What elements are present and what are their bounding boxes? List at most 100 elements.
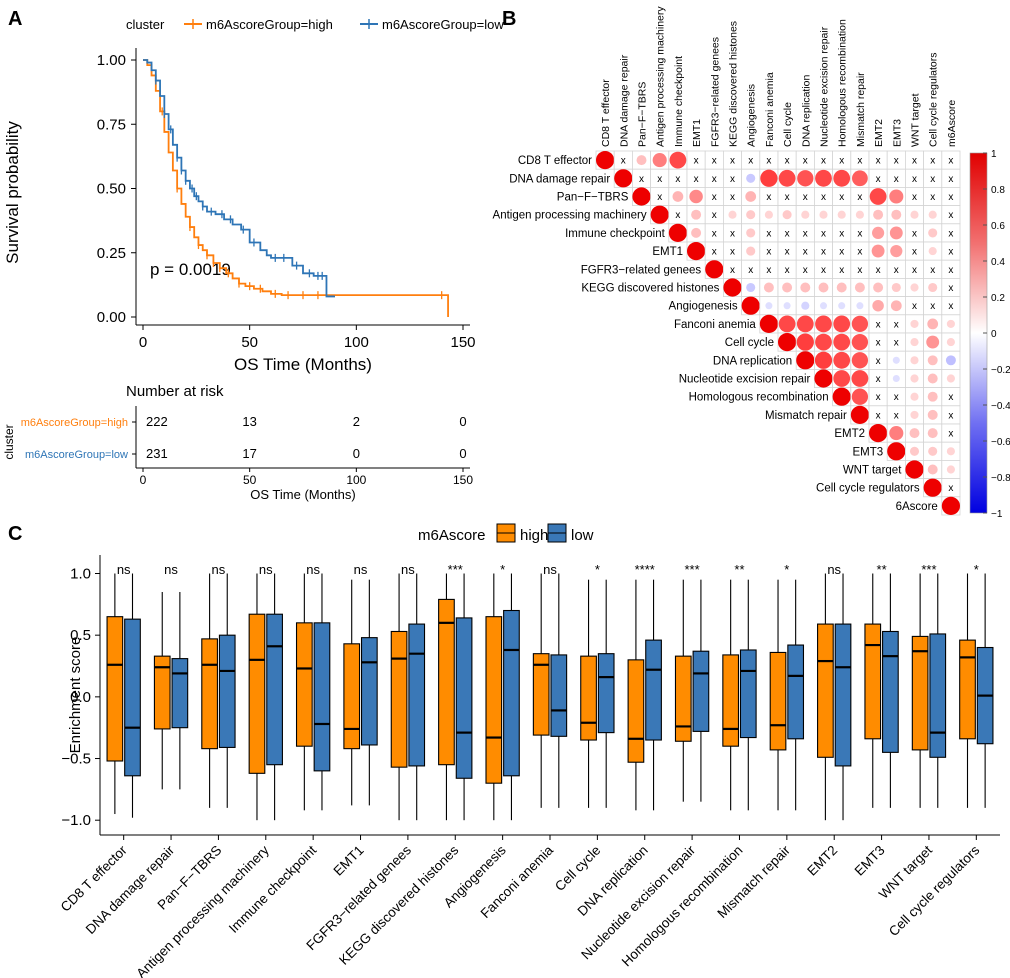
heatmap-circle <box>745 191 757 202</box>
heatmap-circle <box>927 428 938 439</box>
heatmap-circle <box>927 464 938 475</box>
box-x-tick-label: Cell cycle regulators <box>886 842 983 939</box>
box-low <box>645 639 662 741</box>
km-legend-label: m6AscoreGroup=low <box>382 17 504 32</box>
box-low <box>503 609 520 777</box>
heatmap-ns-mark: x <box>876 319 881 330</box>
box-legend-label: low <box>571 527 594 544</box>
heatmap-row-label: 6Ascore <box>896 501 938 513</box>
km-x-tick-label: 150 <box>450 334 475 351</box>
km-legend-label: m6AscoreGroup=high <box>206 17 333 32</box>
box-high <box>438 598 455 766</box>
heatmap-circle <box>728 210 737 219</box>
heatmap-circle <box>892 374 900 383</box>
heatmap-circle <box>800 282 811 293</box>
heatmap-ns-mark: x <box>948 192 953 203</box>
heatmap-circle <box>889 426 904 441</box>
km-y-tick-label: 0.50 <box>97 181 126 198</box>
heatmap-row-label: EMT3 <box>853 446 884 458</box>
heatmap-col-label: CD8 T effector <box>600 79 612 147</box>
heatmap-ns-mark: x <box>930 192 935 203</box>
heatmap-ns-mark: x <box>894 265 899 276</box>
heatmap-ns-mark: x <box>948 301 953 312</box>
heatmap-col-label: EMT1 <box>691 119 703 147</box>
heatmap-row-label: Pan−F−TBRS <box>557 192 629 204</box>
heatmap-ns-mark: x <box>948 174 953 185</box>
box-low <box>124 618 141 777</box>
heatmap-col-label: Pan−F−TBRS <box>637 82 649 147</box>
heatmap-ns-mark: x <box>839 247 844 258</box>
box-low <box>882 630 899 753</box>
box-high <box>153 655 171 730</box>
heatmap-circle <box>833 351 851 369</box>
heatmap-ns-mark: x <box>730 156 735 167</box>
risk-x-tick-label: 100 <box>346 473 366 487</box>
heatmap-circle <box>763 282 774 293</box>
colorbar-tick-label: −1 <box>991 509 1003 520</box>
heatmap-circle <box>783 302 791 310</box>
heatmap-row-label: Mismatch repair <box>765 410 847 422</box>
box-high <box>106 616 124 762</box>
heatmap-circle <box>856 302 864 310</box>
heatmap-circle <box>691 227 702 238</box>
heatmap-ns-mark: x <box>730 228 735 239</box>
heatmap-ns-mark: x <box>930 174 935 185</box>
heatmap-circle <box>801 210 810 219</box>
box-y-tick-label: 1.0 <box>70 566 91 583</box>
heatmap-circle <box>891 282 901 293</box>
box-significance: *** <box>921 562 936 577</box>
heatmap-ns-mark: x <box>912 174 917 185</box>
heatmap-circle <box>796 333 814 351</box>
km-y-tick-label: 0.25 <box>97 245 126 262</box>
heatmap-row-label: WNT target <box>843 465 902 477</box>
heatmap-circle <box>765 302 773 310</box>
box-high <box>201 638 218 750</box>
heatmap-row-label: Fanconi anemia <box>674 319 756 331</box>
heatmap-circle <box>891 209 902 220</box>
km-y-tick-label: 0.00 <box>97 309 126 326</box>
heatmap-circle <box>814 351 833 369</box>
heatmap-col-label: Nucleotide excision repair <box>819 26 831 147</box>
heatmap-ns-mark: x <box>894 319 899 330</box>
heatmap-ns-mark: x <box>821 156 826 167</box>
box-low <box>408 623 426 767</box>
box-low <box>455 617 473 779</box>
heatmap-ns-mark: x <box>894 410 899 421</box>
heatmap-circle <box>905 460 924 479</box>
heatmap-circle <box>927 391 938 402</box>
heatmap-col-label: DNA replication <box>800 74 812 147</box>
heatmap-ns-mark: x <box>857 192 862 203</box>
heatmap-row-label: CD8 T effector <box>518 155 592 167</box>
heatmap-circle <box>945 355 956 366</box>
heatmap-col-label: Cell cycle <box>782 102 794 147</box>
box-legend-label: high <box>520 527 548 544</box>
box-low <box>313 622 331 772</box>
heatmap-circle <box>869 188 887 205</box>
heatmap-ns-mark: x <box>857 247 862 258</box>
heatmap-ns-mark: x <box>730 265 735 276</box>
heatmap-circle <box>687 242 706 261</box>
heatmap-circle <box>873 209 884 220</box>
heatmap-ns-mark: x <box>730 174 735 185</box>
heatmap-circle <box>833 370 851 387</box>
risk-y-axis-title: cluster <box>2 424 16 459</box>
heatmap-ns-mark: x <box>712 247 717 258</box>
heatmap-circle <box>851 333 869 351</box>
heatmap-row-label: Antigen processing machinery <box>493 210 647 222</box>
km-x-axis-title: OS Time (Months) <box>234 355 372 374</box>
box-significance: * <box>784 562 789 577</box>
km-x-tick-label: 0 <box>139 334 147 351</box>
heatmap-circle <box>815 333 832 351</box>
box-high <box>864 623 882 740</box>
heatmap-ns-mark: x <box>948 247 953 258</box>
heatmap-ns-mark: x <box>839 192 844 203</box>
heatmap-ns-mark: x <box>948 283 953 294</box>
heatmap-ns-mark: x <box>730 247 735 258</box>
risk-cell: 0 <box>353 446 360 461</box>
heatmap-ns-mark: x <box>876 392 881 403</box>
km-chart: 0.00 0.25 0.50 0.75 1.00 0 50 100 150 OS Time (Mo… <box>3 17 504 374</box>
heatmap-ns-mark: x <box>839 265 844 276</box>
box-low <box>787 644 805 740</box>
heatmap-ns-mark: x <box>912 265 917 276</box>
